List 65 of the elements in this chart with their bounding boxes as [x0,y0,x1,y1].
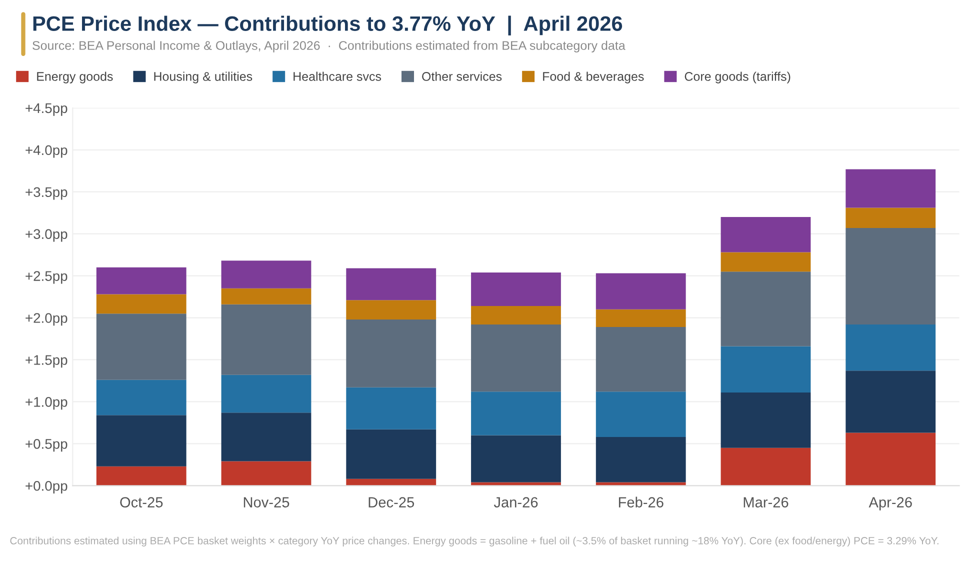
bar [221,260,312,288]
legend-label: Energy goods [37,72,113,84]
bar [596,436,686,482]
bar [346,387,436,430]
y-tick-label: +0.0pp [26,480,68,494]
bar [720,252,811,272]
bar [596,327,686,392]
bar [471,435,561,482]
legend-label: Healthcare svcs [294,72,382,81]
y-tick-label: +3.0pp [26,229,68,242]
x-tick-label: Apr-26 [868,497,912,510]
x-tick-label: Nov-25 [244,497,290,508]
y-tick-label: +0.5pp [26,439,68,452]
bar [720,272,811,346]
bar [96,466,186,486]
bar [96,380,186,416]
bar [596,273,686,310]
y-tick-label: +3.5pp [26,187,68,200]
y-tick-label: +2.5pp [26,271,68,284]
bar [221,412,312,462]
bar [471,324,561,392]
bar [96,314,186,380]
bar [596,392,686,437]
x-tick-label: Dec-25 [368,497,414,508]
bar [846,370,936,433]
bar [346,319,436,388]
y-tick-label: +1.0pp [26,397,68,410]
legend-label: Food & beverages [543,72,644,84]
bar [846,208,936,228]
bar [846,228,936,324]
bar [346,429,436,479]
bar [221,461,312,486]
bar [346,268,436,300]
bar [221,288,312,304]
y-tick-label: +1.5pp [26,355,68,368]
chart-title: PCE Price Index — Contributions to 3.77% YoY | April 2026 [33,16,622,36]
y-tick-label: +4.5pp [26,103,68,116]
x-tick-label: Feb-26 [618,496,664,508]
bar [346,300,436,320]
bar [471,272,561,306]
bar [471,306,561,324]
bar [720,448,811,486]
bar [471,392,561,436]
legend-label: Other services [422,72,502,81]
bar [96,415,186,466]
bar [720,346,811,392]
bar [720,392,811,448]
bar [846,432,936,486]
bar [96,267,186,294]
y-tick-label: +4.0pp [26,145,68,158]
legend-label: Core goods (tariffs) [684,72,790,84]
bar [221,374,312,413]
bar [596,309,686,327]
bar [720,217,811,252]
bar [846,324,936,371]
legend-label: Housing & utilities [154,72,252,84]
bar [846,169,936,208]
x-tick-label: Oct-25 [120,497,163,508]
x-tick-label: Jan-26 [494,497,538,508]
text: Contributions estimated using BEA PCE basket weights × category YoY price changes. Energy goods = gasoline + fuel oil (~3.5% of basket running ~18% YoY). Core (ex food/energy) PCE = 3.29% YoY. [10,536,938,546]
chart-subtitle: Source: BEA Personal Income & Outlays, April 2026 · Contributions estimated from BEA subcategory data [32,40,626,52]
x-tick-label: Mar-26 [744,497,788,508]
bar [96,294,186,314]
bar [221,304,312,375]
y-tick-label: +2.0pp [26,313,68,326]
